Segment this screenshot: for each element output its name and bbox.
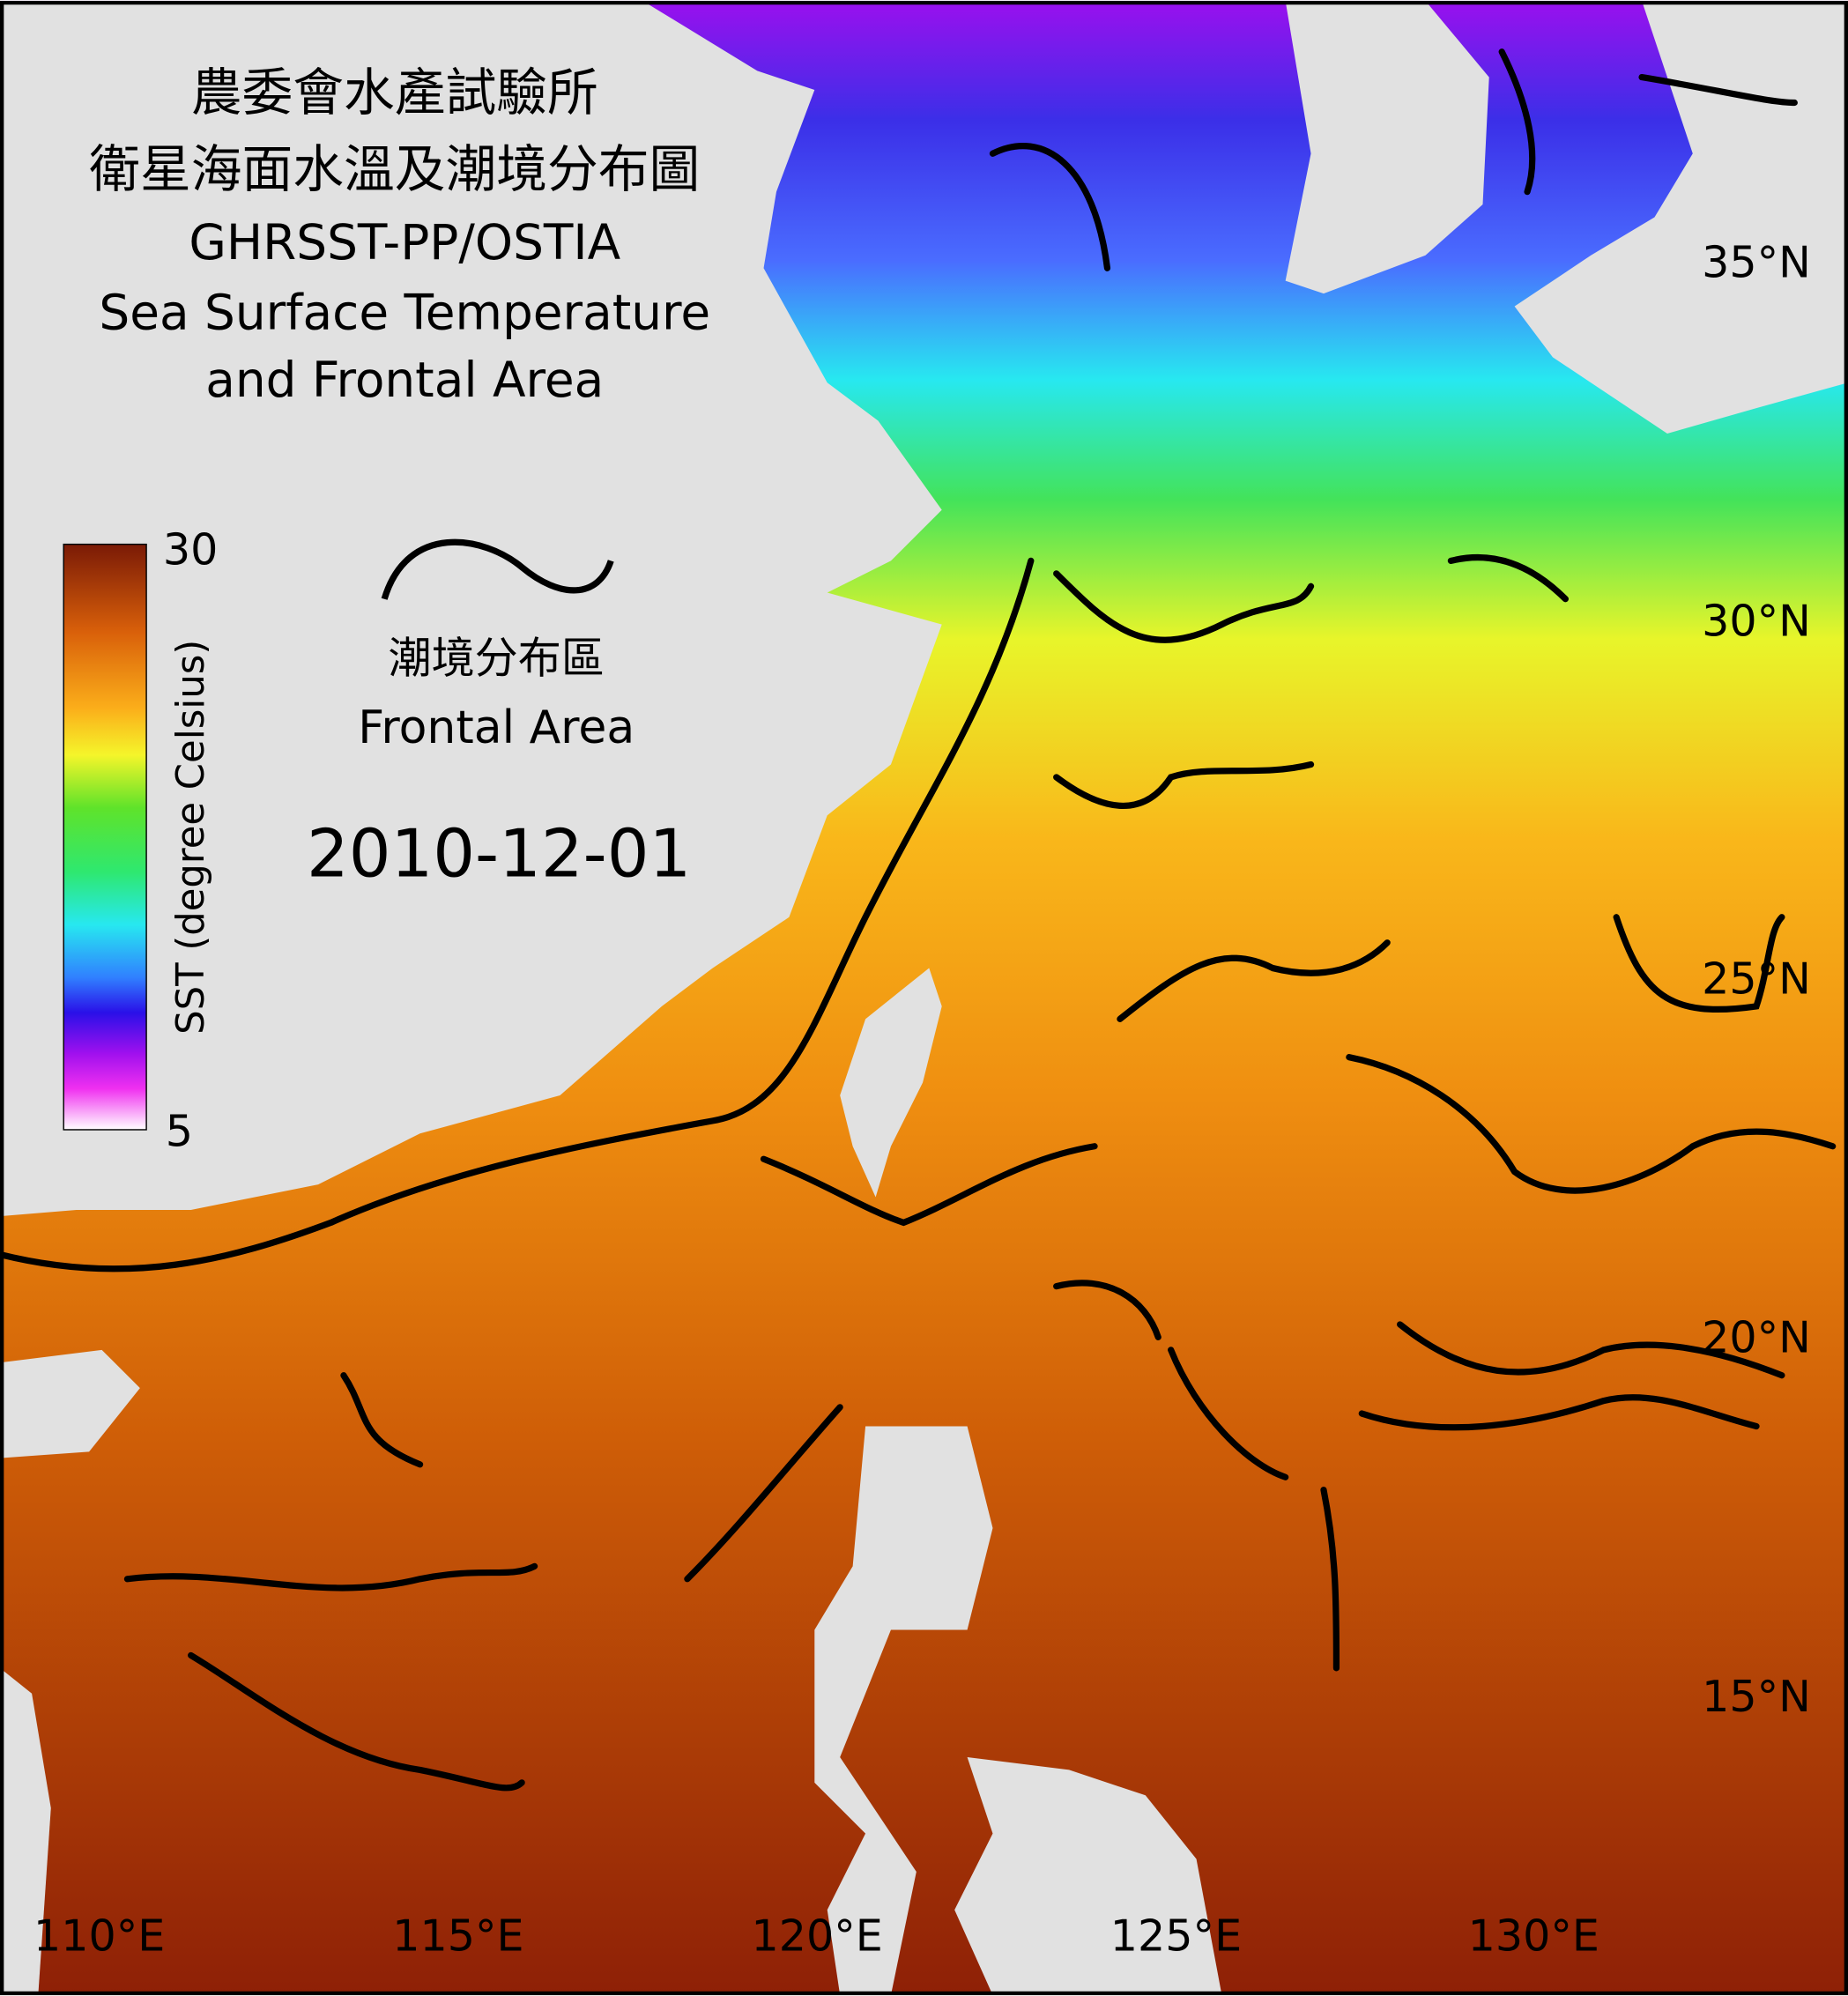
longitude-label: 115°E	[392, 1910, 523, 1961]
latitude-label: 25°N	[1702, 953, 1811, 1004]
longitude-label: 125°E	[1110, 1910, 1242, 1961]
legend-label: Frontal Area	[358, 701, 635, 754]
legend-label: 潮境分布區	[389, 633, 605, 684]
latitude-label: 20°N	[1702, 1312, 1811, 1363]
latitude-label: 35°N	[1702, 236, 1811, 287]
longitude-label: 110°E	[33, 1910, 165, 1961]
frontal-lines	[0, 48, 1837, 1792]
title-line: 農委會水產試驗所	[191, 63, 598, 122]
date: 2010-12-01	[307, 815, 691, 893]
latitude-label: 30°N	[1702, 596, 1811, 647]
colorbar-label: SST (degree Celsius)	[169, 640, 213, 1035]
latitude-labels: 35°N 30°N 25°N 20°N 15°N	[1702, 236, 1811, 1722]
title-line: 衛星海面水溫及潮境分布圖	[89, 139, 700, 199]
colorbar-tick-label: 5	[166, 1106, 193, 1157]
title-block: 農委會水產試驗所 衛星海面水溫及潮境分布圖 GHRSST-PP/OSTIA Se…	[89, 63, 710, 408]
title-line: and Frontal Area	[205, 352, 604, 408]
title-line: Sea Surface Temperature	[99, 285, 710, 341]
legend-symbol	[381, 538, 614, 600]
longitude-labels: 110°E 115°E 120°E 125°E 130°E	[33, 1910, 1599, 1961]
title-line: GHRSST-PP/OSTIA	[189, 214, 620, 271]
latitude-label: 15°N	[1702, 1671, 1811, 1722]
longitude-label: 130°E	[1468, 1910, 1599, 1961]
colorbar-tick-label: 30	[163, 524, 218, 575]
colorbar	[63, 543, 147, 1131]
longitude-label: 120°E	[752, 1910, 883, 1961]
